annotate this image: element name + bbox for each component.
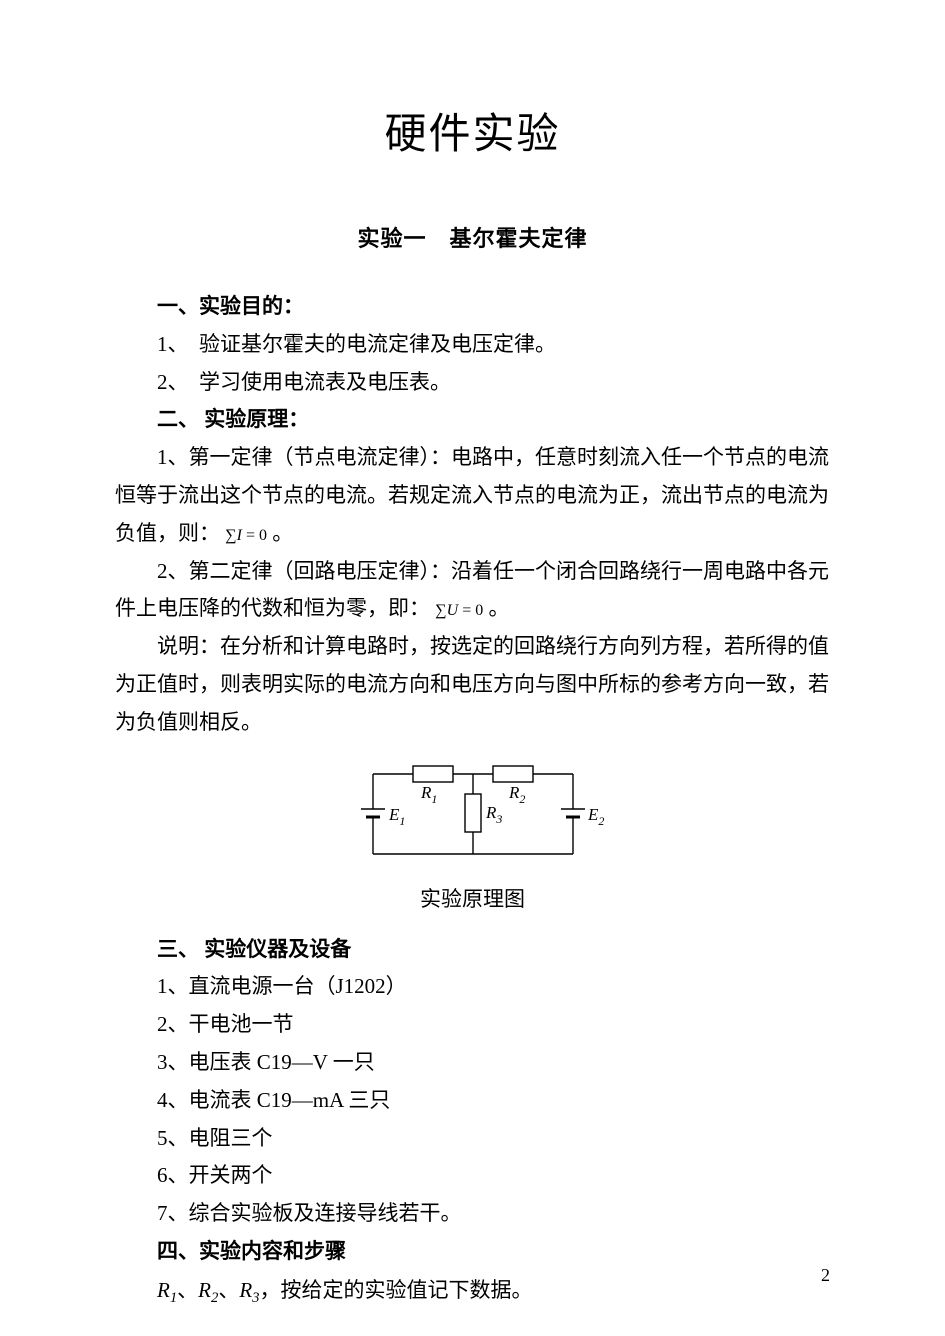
s4-step-line: R1、R2、R3，按给定的实验值记下数据。	[115, 1271, 830, 1313]
s3-item-3: 3、电压表 C19—V 一只	[115, 1044, 830, 1082]
section-2-heading: 二、 实验原理：	[115, 401, 830, 439]
s3-item-5: 5、电阻三个	[115, 1120, 830, 1158]
section-3-heading: 三、 实验仪器及设备	[115, 931, 830, 969]
s2-para-1: 1、第一定律（节点电流定律）：电路中，任意时刻流入任一个节点的电流恒等于流出这个…	[115, 439, 830, 552]
var-r3: R3	[239, 1278, 259, 1302]
diagram-caption: 实验原理图	[115, 883, 830, 913]
label-r1: R1	[420, 783, 437, 806]
s3-item-4: 4、电流表 C19—mA 三只	[115, 1082, 830, 1120]
label-e1: E1	[388, 805, 405, 828]
s4-tail: ，按给定的实验值记下数据。	[260, 1278, 533, 1302]
s3-item-6: 6、开关两个	[115, 1157, 830, 1195]
section-4-heading: 四、实验内容和步骤	[115, 1233, 830, 1271]
circuit-svg: R1 R2 R3 E1 E2	[323, 754, 623, 874]
s3-item-7: 7、综合实验板及连接导线若干。	[115, 1195, 830, 1233]
s3-item-2: 2、干电池一节	[115, 1006, 830, 1044]
formula-sum-i: ∑I = 0	[225, 527, 267, 544]
s3-item-1: 1、直流电源一台（J1202）	[115, 968, 830, 1006]
var-r1: R1	[157, 1278, 177, 1302]
s2-para-2: 2、第二定律（回路电压定律）：沿着任一个闭合回路绕行一周电路中各元件上电压降的代…	[115, 553, 830, 629]
s2-para2-tail: 。	[483, 596, 509, 620]
s2-para1-text: 1、第一定律（节点电流定律）：电路中，任意时刻流入任一个节点的电流恒等于流出这个…	[115, 445, 829, 545]
s1-item-1: 1、 验证基尔霍夫的电流定律及电压定律。	[115, 326, 830, 364]
formula-sum-u: ∑U = 0	[435, 602, 483, 619]
label-r3: R3	[485, 803, 502, 826]
s2-para-3: 说明：在分析和计算电路时，按选定的回路绕行方向列方程，若所得的值为正值时，则表明…	[115, 628, 830, 741]
s2-para1-tail: 。	[267, 521, 293, 545]
circuit-diagram: R1 R2 R3 E1 E2 实验原理图	[115, 754, 830, 913]
page-number: 2	[821, 1265, 830, 1286]
page-title: 硬件实验	[115, 100, 830, 161]
label-e2: E2	[587, 805, 604, 828]
section-1-heading: 一、实验目的：	[115, 288, 830, 326]
s1-item-2: 2、 学习使用电流表及电压表。	[115, 364, 830, 402]
experiment-subtitle: 实验一 基尔霍夫定律	[115, 221, 830, 253]
label-r2: R2	[508, 783, 525, 806]
var-r2: R2	[198, 1278, 218, 1302]
